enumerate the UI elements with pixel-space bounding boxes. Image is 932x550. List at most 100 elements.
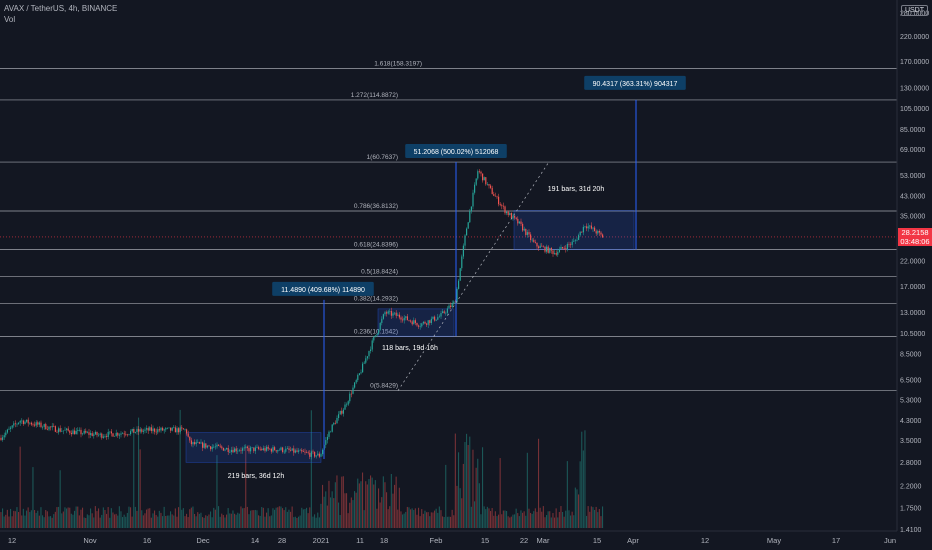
volume-bar <box>224 517 226 528</box>
candle-body <box>115 432 117 436</box>
candle-body <box>496 196 498 198</box>
candle-body <box>530 234 532 240</box>
candle-body <box>490 185 492 188</box>
volume-bar <box>512 514 514 528</box>
candle-body <box>387 311 389 314</box>
volume-bar <box>248 514 250 528</box>
fib-level-label: 0.236(10.1542) <box>354 329 398 336</box>
price-tick-label: 4.3000 <box>900 418 922 425</box>
volume-bar <box>366 484 368 528</box>
volume-bar <box>533 511 535 528</box>
candle-body <box>101 433 103 438</box>
currency-badge[interactable]: USDT <box>900 5 928 16</box>
candle-body <box>131 429 133 432</box>
volume-bar <box>488 508 490 528</box>
price-tick-label: 35.0000 <box>900 213 925 220</box>
time-tick-label: Feb <box>430 536 443 545</box>
volume-bar <box>253 510 255 528</box>
candle-body <box>184 429 186 430</box>
candle-body <box>373 336 375 341</box>
candle-body <box>515 217 517 219</box>
volume-bar <box>392 493 394 528</box>
candle-body <box>486 184 488 185</box>
volume-bar <box>24 515 26 528</box>
volume-bar <box>440 510 442 528</box>
volume-indicator-label[interactable]: Vol <box>4 15 16 24</box>
candle-body <box>158 429 160 431</box>
volume-bar <box>296 517 298 528</box>
candle-body <box>174 427 176 433</box>
candle-body <box>331 424 333 432</box>
volume-bar <box>264 516 266 528</box>
candle-body <box>6 429 8 433</box>
volume-bar <box>235 514 237 528</box>
candle-body <box>395 312 397 316</box>
volume-bar <box>347 513 349 528</box>
volume-bar <box>322 484 324 528</box>
volume-bar <box>26 510 28 528</box>
candle-body <box>582 226 584 233</box>
candle-body <box>349 393 351 402</box>
volume-bars <box>0 409 604 528</box>
candle-body <box>339 410 341 415</box>
volume-bar <box>542 506 544 528</box>
volume-bar <box>566 461 568 528</box>
candle-body <box>326 436 328 441</box>
volume-bar <box>229 513 231 528</box>
candle-body <box>334 422 336 424</box>
candle-body <box>13 423 15 426</box>
volume-bar <box>498 514 500 528</box>
candle-body <box>381 318 383 323</box>
candle-body <box>280 447 282 450</box>
volume-bar <box>510 516 512 528</box>
volume-bar <box>502 510 504 528</box>
candle-body <box>478 171 480 172</box>
candle-body <box>221 446 223 448</box>
time-axis[interactable]: 12 Nov 16 Dec 14 28 2021 11 18 Feb 15 22 Mar 15 Apr 12 M… <box>0 530 897 545</box>
candle-body <box>578 235 580 240</box>
volume-bar <box>48 516 50 528</box>
candle-body <box>542 246 544 248</box>
volume-bar <box>62 511 64 528</box>
volume-bar <box>237 512 239 528</box>
volume-bar <box>133 427 135 528</box>
volume-bar <box>586 515 588 528</box>
volume-bar <box>141 510 143 528</box>
price-tick-label: 43.0000 <box>900 193 925 200</box>
candle-body <box>29 422 31 424</box>
candle-body <box>499 204 501 206</box>
volume-bar <box>245 447 247 528</box>
candle-body <box>38 422 40 425</box>
time-tick-label: 12 <box>8 536 16 545</box>
volume-bar <box>403 513 405 528</box>
candle-body <box>171 427 173 431</box>
symbol-title[interactable]: AVAX / TetherUS, 4h, BINANCE <box>4 4 118 13</box>
volume-bar <box>181 509 183 528</box>
candle-body <box>37 422 39 425</box>
candle-body <box>21 420 23 422</box>
volume-bar <box>458 452 460 528</box>
price-axis[interactable]: 280.0000 220.0000 170.0000 130.0000 105.0000… <box>896 0 929 534</box>
volume-bar <box>578 494 580 528</box>
candle-body <box>454 301 456 303</box>
volume-bar <box>94 506 96 528</box>
volume-bar <box>358 483 360 528</box>
volume-bar <box>507 516 509 528</box>
candle-body <box>122 433 124 435</box>
candle-body <box>414 320 416 323</box>
candle-body <box>512 215 514 219</box>
volume-bar <box>286 511 288 528</box>
candle-body <box>437 317 439 320</box>
volume-bar <box>432 512 434 528</box>
candle-body <box>130 431 132 435</box>
volume-bar <box>490 511 492 528</box>
volume-bar <box>80 509 82 528</box>
volume-bar <box>238 513 240 528</box>
volume-bar <box>397 509 399 528</box>
candle-body <box>592 227 594 229</box>
time-tick-label: 11 <box>356 536 364 545</box>
volume-bar <box>213 507 215 528</box>
candle-body <box>549 248 551 253</box>
candle-body <box>523 228 525 231</box>
